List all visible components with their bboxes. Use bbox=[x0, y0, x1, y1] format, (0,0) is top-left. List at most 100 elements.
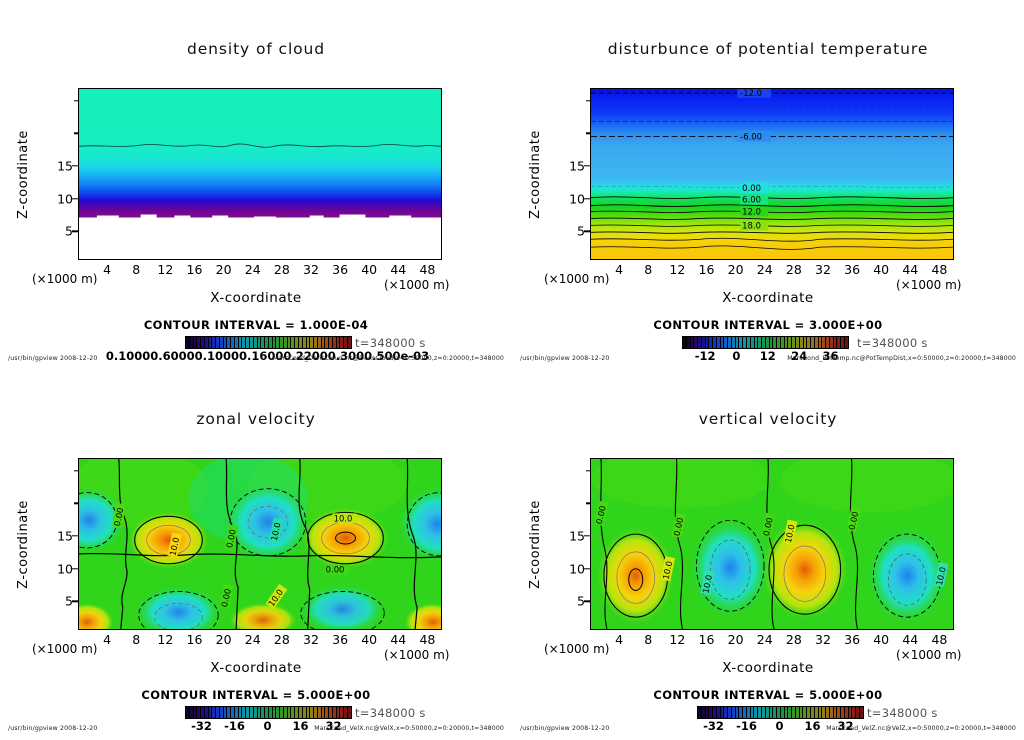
colorbar-ticks: -32 -16 0 16 32 bbox=[191, 719, 342, 733]
colorbar-band bbox=[788, 337, 793, 348]
y-axis-label: Z-coordinate bbox=[527, 129, 543, 219]
colorbar-band bbox=[227, 707, 232, 718]
y-tick-label: 10 bbox=[57, 561, 73, 577]
svg-text:0.00: 0.00 bbox=[672, 517, 686, 537]
colorbar-band bbox=[261, 337, 266, 348]
colorbar-band bbox=[253, 337, 258, 348]
colorbar-band bbox=[246, 707, 251, 718]
colorbar-band bbox=[807, 337, 812, 348]
colorbar-band bbox=[317, 707, 322, 718]
colorbar-band bbox=[250, 337, 254, 348]
svg-text:10.0: 10.0 bbox=[783, 524, 797, 544]
colorbar-band bbox=[701, 707, 706, 718]
y-unit-label: (×1000 m) bbox=[544, 642, 610, 656]
colorbar-band bbox=[818, 707, 823, 718]
colorbar-band bbox=[291, 337, 296, 348]
svg-text:0.00: 0.00 bbox=[326, 565, 345, 575]
colorbar-band bbox=[765, 707, 770, 718]
colorbar-band bbox=[784, 337, 789, 348]
colorbar-band bbox=[852, 707, 857, 718]
panel-title: disturbunce of potential temperature bbox=[607, 40, 929, 58]
contour-interval-label: CONTOUR INTERVAL = 1.000E-04 bbox=[143, 318, 369, 332]
colorbar-band bbox=[690, 337, 695, 348]
svg-text:10.0: 10.0 bbox=[334, 513, 353, 523]
y-tick-label: 15 bbox=[569, 528, 585, 544]
colorbar-band bbox=[795, 707, 800, 718]
colorbar-band bbox=[829, 337, 834, 348]
svg-text:10.0: 10.0 bbox=[661, 560, 675, 580]
time-label: t=348000 s bbox=[355, 706, 426, 720]
colorbar-band bbox=[739, 337, 744, 348]
colorbar-band bbox=[329, 337, 333, 348]
colorbar-band bbox=[204, 707, 209, 718]
colorbar-band bbox=[837, 337, 842, 348]
colorbar-band bbox=[822, 337, 827, 348]
footer-source: MarsCond_PotTemp.nc@PotTempDist,x=0:5000… bbox=[787, 355, 1016, 362]
colorbar-band bbox=[272, 707, 277, 718]
svg-text:10.0: 10.0 bbox=[167, 536, 181, 556]
colorbar-band bbox=[216, 337, 220, 348]
panel-density-of-cloud: density of cloud Z-coordinate bbox=[0, 0, 512, 370]
colorbar-band bbox=[265, 707, 269, 718]
x-axis-label: X-coordinate bbox=[722, 290, 814, 306]
colorbar-band bbox=[234, 337, 239, 348]
colorbar-band bbox=[280, 707, 284, 718]
colorbar-band bbox=[193, 337, 198, 348]
colorbar-band bbox=[223, 337, 228, 348]
colorbar-band bbox=[859, 707, 863, 718]
y-tick-label: 15 bbox=[57, 528, 73, 544]
colorbar-band bbox=[287, 337, 292, 348]
colorbar-band bbox=[735, 337, 740, 348]
colorbar-band bbox=[822, 707, 827, 718]
svg-text:6.00: 6.00 bbox=[742, 195, 761, 205]
colorbar-band bbox=[837, 707, 842, 718]
colorbar-band bbox=[701, 337, 706, 348]
colorbar-band bbox=[302, 337, 307, 348]
colorbar-band bbox=[814, 707, 819, 718]
colorbar-band bbox=[720, 337, 725, 348]
colorbar-band bbox=[231, 707, 235, 718]
y-tick-label: 5 bbox=[577, 223, 585, 239]
colorbar-band bbox=[216, 707, 220, 718]
footer-source: MarsCond_VelZ.nc@VelZ,x=0:50000,z=0:2000… bbox=[826, 725, 1016, 732]
colorbar-band bbox=[818, 337, 823, 348]
colorbar-band bbox=[298, 337, 303, 348]
plot-box: 0.00 10.0 0.00 10.0 10.0 0.00 0.00 10.0 bbox=[78, 458, 442, 630]
colorbar-band bbox=[317, 337, 322, 348]
colorbar-band bbox=[340, 337, 345, 348]
colorbar-band bbox=[814, 337, 819, 348]
colorbar-band bbox=[747, 337, 751, 348]
svg-text:18.0: 18.0 bbox=[742, 220, 761, 230]
colorbar-band bbox=[769, 337, 774, 348]
colorbar-band bbox=[238, 707, 243, 718]
colorbar-band bbox=[705, 707, 710, 718]
colorbar-band bbox=[189, 707, 194, 718]
colorbar-band bbox=[731, 337, 736, 348]
colorbar-band bbox=[257, 337, 262, 348]
svg-text:-12.0: -12.0 bbox=[740, 89, 762, 98]
colorbar-band bbox=[189, 337, 194, 348]
colorbar-band bbox=[223, 707, 228, 718]
colorbar-band bbox=[197, 707, 202, 718]
colorbar-band bbox=[728, 707, 732, 718]
colorbar-band bbox=[193, 707, 198, 718]
colorbar-band bbox=[829, 707, 834, 718]
svg-text:10.0: 10.0 bbox=[269, 522, 283, 542]
colorbar-band bbox=[777, 337, 781, 348]
time-label: t=348000 s bbox=[857, 336, 928, 350]
svg-text:-6.00: -6.00 bbox=[740, 131, 762, 141]
colorbar-band bbox=[280, 337, 284, 348]
colorbar-band bbox=[186, 337, 190, 348]
panel-title: zonal velocity bbox=[196, 410, 316, 428]
x-axis-label: X-coordinate bbox=[210, 290, 302, 306]
colorbar-band bbox=[694, 337, 699, 348]
colorbar-band bbox=[332, 337, 337, 348]
colorbar-band bbox=[724, 337, 729, 348]
x-unit-label: (×1000 m) bbox=[384, 648, 450, 662]
colorbar-band bbox=[844, 337, 848, 348]
y-axis-label: Z-coordinate bbox=[527, 499, 543, 589]
colorbar-band bbox=[231, 337, 235, 348]
svg-text:0.00: 0.00 bbox=[112, 507, 126, 527]
panel-vertical-velocity: vertical velocity Z-coordinate bbox=[512, 370, 1024, 740]
